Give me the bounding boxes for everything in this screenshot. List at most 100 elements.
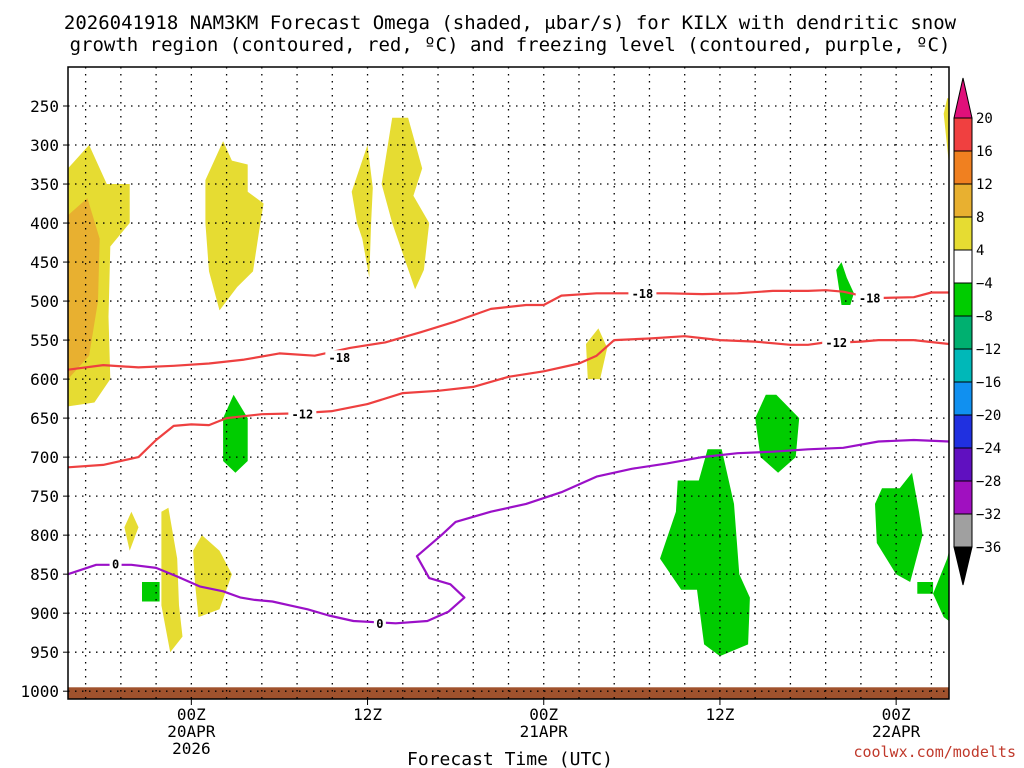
omega-region-7 — [161, 507, 183, 653]
chart-title-line-1: 2026041918 NAM3KM Forecast Omega (shaded… — [64, 12, 957, 34]
y-tick-label-650: 650 — [30, 409, 59, 428]
colorbar-label-2: 12 — [976, 177, 993, 193]
omega-region-16 — [933, 550, 949, 621]
x-tick-label-6-1: 20APR — [167, 722, 216, 741]
omega-region-12 — [660, 449, 750, 657]
colorbar-label-4: 4 — [976, 243, 984, 259]
colorbar-swatch-9 — [953, 381, 973, 416]
freezing-level-contour — [68, 438, 949, 625]
freezing-level-label-1: 0 — [376, 617, 383, 631]
y-tick-label-1000: 1000 — [20, 682, 59, 701]
colorbar-swatch-12 — [953, 480, 973, 515]
y-tick-label-950: 950 — [30, 643, 59, 662]
freezing-level-label-0-bg — [109, 557, 122, 572]
omega-region-8 — [193, 535, 232, 618]
colorbar-label-9: −20 — [976, 408, 1001, 424]
y-tick-label-600: 600 — [30, 370, 59, 389]
omega-region-9 — [943, 98, 949, 165]
colorbar-swatch-13 — [953, 513, 973, 548]
plot-frame — [67, 66, 950, 700]
y-tick-label-450: 450 — [30, 253, 59, 272]
chart-title-line-2: growth region (contoured, red, ºC) and f… — [70, 34, 951, 56]
dendritic-contour-label-0-1-bg — [628, 286, 657, 301]
dendritic-contour--12 — [68, 335, 949, 469]
colorbar-label-10: −24 — [976, 441, 1001, 457]
plot-area: -18 -18 -18 -12 -12 0 0 — [68, 67, 949, 699]
colorbar-label-1: 16 — [976, 144, 993, 160]
omega-region-3 — [351, 145, 373, 278]
colorbar-swatch-5 — [953, 249, 973, 284]
colorbar-swatch-2 — [953, 150, 973, 185]
dendritic-contour-label-0-0-bg — [325, 350, 354, 365]
y-tick-label-750: 750 — [30, 487, 59, 506]
x-tick-label-36-0: 12Z — [705, 705, 734, 724]
x-tick-label-46-0: 00Z — [882, 705, 911, 724]
x-tick-label-26-0: 00Z — [529, 705, 558, 724]
y-tick-label-350: 350 — [30, 175, 59, 194]
y-axis-ticks: 250 300 350 400 450 500 550 600 650 700 750 800 850 9… — [20, 97, 68, 701]
x-tick-label-16-0: 12Z — [353, 705, 382, 724]
colorbar-label-0: 20 — [976, 111, 993, 127]
dendritic-contour-label-0-0: -18 — [329, 351, 351, 365]
y-tick-label-300: 300 — [30, 136, 59, 155]
dendritic-contour-label-1-0-bg — [288, 407, 317, 422]
colorbar-label-7: −12 — [976, 342, 1001, 358]
y-tick-label-500: 500 — [30, 292, 59, 311]
colorbar-label-6: −8 — [976, 309, 993, 325]
colorbar-swatch-7 — [953, 315, 973, 350]
omega-region-10 — [223, 394, 248, 473]
colorbar-label-8: −16 — [976, 375, 1001, 391]
y-tick-label-250: 250 — [30, 97, 59, 116]
omega-region-13 — [755, 394, 800, 473]
y-tick-label-800: 800 — [30, 526, 59, 545]
x-tick-label-6-0: 00Z — [177, 705, 206, 724]
dendritic-contour-label-1-0: -12 — [292, 408, 314, 422]
colorbar-swatch-8 — [953, 348, 973, 383]
omega-region-11 — [142, 582, 160, 602]
colorbar-bottom-arrow — [953, 546, 973, 586]
y-tick-label-400: 400 — [30, 214, 59, 233]
x-tick-label-46-1: 22APR — [872, 722, 921, 741]
colorbar-swatch-3 — [953, 183, 973, 218]
colorbar-legend: 20 16 12 8 4 −4 −8 −12 −16 −20 −24 −28 −32 −36 — [953, 77, 1001, 586]
colorbar-swatch-10 — [953, 414, 973, 449]
freezing-level-label-1-bg — [373, 616, 386, 631]
dendritic-contour--18 — [68, 289, 949, 371]
dendritic-contour-label-0-2-bg — [855, 290, 884, 305]
colorbar-label-13: −36 — [976, 540, 1001, 556]
dendritic-contour-label-0-2: -18 — [859, 291, 881, 305]
dendritic-contour-label-0-1: -18 — [632, 287, 654, 301]
freezing-level-label-0: 0 — [112, 558, 119, 572]
dendritic-contour-label-1-1-bg — [822, 335, 851, 350]
dendritic-contour-label-1-1: -12 — [825, 336, 847, 350]
credit-link[interactable]: coolwx.com/modelts — [853, 743, 1016, 761]
colorbar-swatch-6 — [953, 282, 973, 317]
colorbar-label-12: −32 — [976, 507, 1001, 523]
omega-region-2 — [205, 141, 264, 311]
omega-region-4 — [381, 117, 430, 290]
y-tick-label-850: 850 — [30, 565, 59, 584]
x-axis-label: Forecast Time (UTC) — [407, 749, 613, 768]
omega-region-17 — [917, 582, 934, 594]
x-tick-label-6-2: 2026 — [172, 739, 211, 758]
colorbar-label-11: −28 — [976, 474, 1001, 490]
omega-region-15 — [875, 472, 923, 582]
colorbar-top-arrow — [953, 77, 973, 119]
ground-layer — [68, 687, 949, 699]
omega-region-5 — [586, 328, 608, 380]
x-tick-label-26-1: 21APR — [520, 722, 569, 741]
colorbar-label-3: 8 — [976, 210, 984, 226]
y-tick-label-550: 550 — [30, 331, 59, 350]
y-tick-label-900: 900 — [30, 604, 59, 623]
colorbar-swatch-4 — [953, 216, 973, 251]
omega-region-6 — [124, 511, 139, 551]
omega-region-14 — [836, 262, 854, 305]
plot-content: -18 -18 -18 -12 -12 0 0 — [68, 67, 949, 699]
colorbar-swatch-11 — [953, 447, 973, 482]
colorbar-label-5: −4 — [976, 276, 993, 292]
omega-region-1 — [68, 198, 100, 380]
y-tick-label-700: 700 — [30, 448, 59, 467]
colorbar-swatch-1 — [953, 117, 973, 152]
